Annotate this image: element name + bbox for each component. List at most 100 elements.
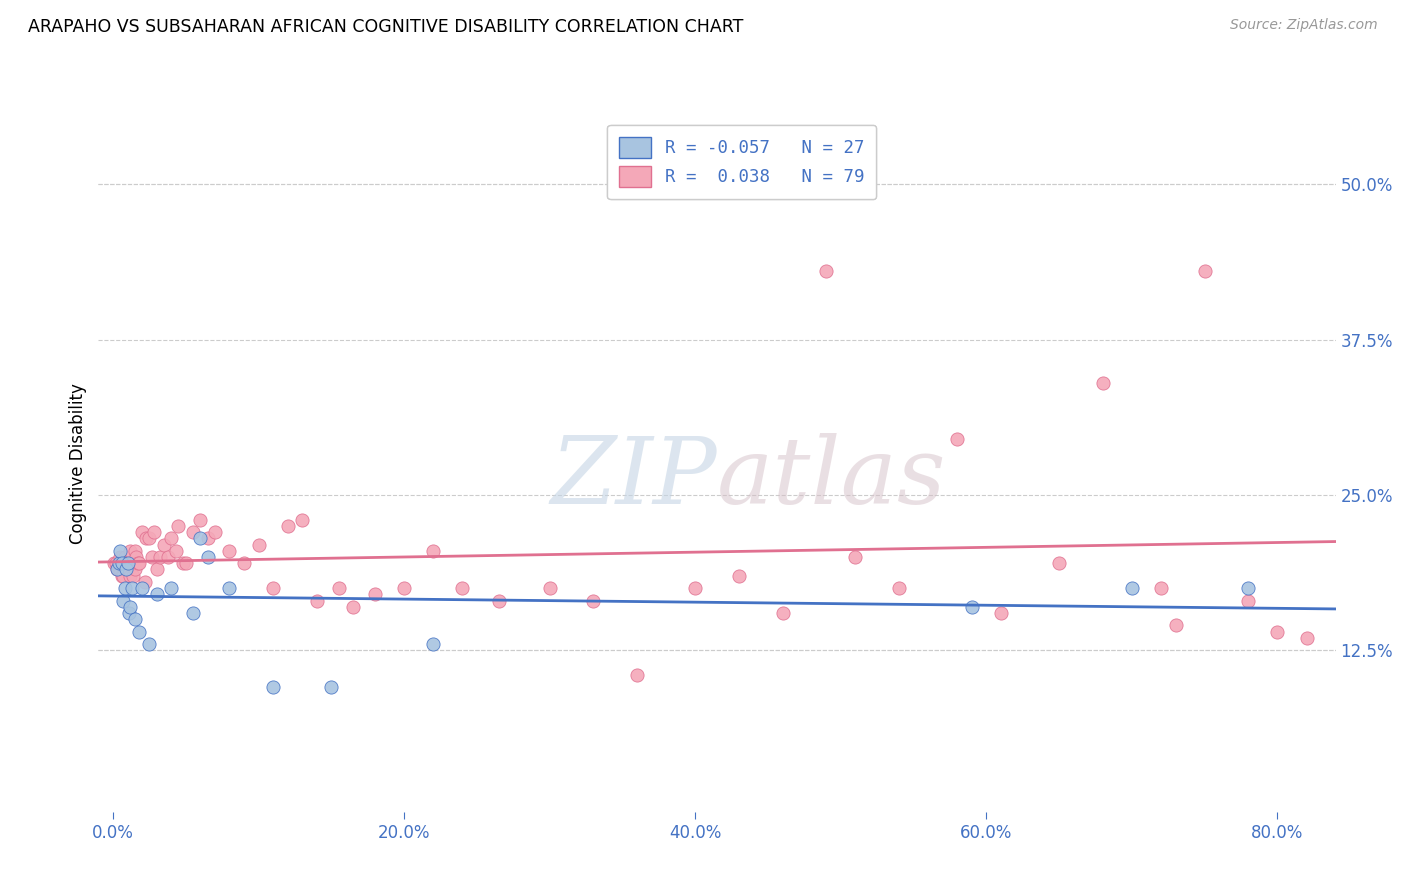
Point bbox=[134, 574, 156, 589]
Point bbox=[122, 568, 145, 582]
Point bbox=[262, 581, 284, 595]
Point bbox=[110, 562, 132, 576]
Point bbox=[1267, 624, 1289, 639]
Point bbox=[121, 556, 143, 570]
Point bbox=[197, 549, 219, 564]
Point bbox=[115, 556, 138, 570]
Point bbox=[887, 581, 910, 595]
Point bbox=[328, 581, 350, 595]
Point bbox=[111, 556, 134, 570]
Point bbox=[218, 581, 240, 595]
Point bbox=[626, 668, 648, 682]
Point bbox=[124, 562, 146, 576]
Point bbox=[538, 581, 561, 595]
Point bbox=[218, 544, 240, 558]
Point bbox=[1295, 631, 1317, 645]
Point bbox=[160, 532, 183, 546]
Point bbox=[105, 562, 128, 576]
Point bbox=[138, 532, 160, 546]
Point bbox=[110, 544, 132, 558]
Point bbox=[188, 513, 211, 527]
Point bbox=[121, 581, 143, 595]
Point bbox=[128, 624, 150, 639]
Point bbox=[121, 556, 143, 570]
Point bbox=[131, 525, 153, 540]
Point bbox=[291, 513, 314, 527]
Point bbox=[392, 581, 415, 595]
Point bbox=[305, 593, 328, 607]
Point bbox=[728, 568, 751, 582]
Point bbox=[103, 556, 125, 570]
Point bbox=[1047, 556, 1070, 570]
Point bbox=[115, 562, 138, 576]
Point bbox=[160, 581, 183, 595]
Point bbox=[422, 544, 444, 558]
Point bbox=[153, 538, 176, 552]
Point bbox=[110, 549, 132, 564]
Point bbox=[844, 549, 866, 564]
Point bbox=[120, 599, 142, 614]
Point bbox=[120, 568, 142, 582]
Point bbox=[104, 556, 127, 570]
Point bbox=[422, 637, 444, 651]
Point bbox=[125, 549, 148, 564]
Point bbox=[277, 519, 299, 533]
Point bbox=[131, 581, 153, 595]
Point bbox=[112, 556, 135, 570]
Point bbox=[107, 562, 129, 576]
Point bbox=[960, 599, 983, 614]
Point bbox=[488, 593, 510, 607]
Point bbox=[124, 544, 146, 558]
Point bbox=[1121, 581, 1143, 595]
Text: atlas: atlas bbox=[717, 433, 946, 523]
Point bbox=[118, 562, 141, 576]
Point bbox=[815, 264, 838, 278]
Point bbox=[167, 519, 190, 533]
Point bbox=[233, 556, 256, 570]
Point bbox=[114, 549, 136, 564]
Point bbox=[141, 549, 163, 564]
Point bbox=[451, 581, 474, 595]
Point bbox=[107, 556, 129, 570]
Point bbox=[1194, 264, 1216, 278]
Point bbox=[138, 637, 160, 651]
Point bbox=[1164, 618, 1187, 632]
Point bbox=[105, 562, 128, 576]
Point bbox=[582, 593, 605, 607]
Point bbox=[118, 606, 141, 620]
Point bbox=[117, 562, 139, 576]
Point bbox=[181, 606, 204, 620]
Point bbox=[127, 556, 149, 570]
Point bbox=[174, 556, 197, 570]
Point bbox=[321, 681, 343, 695]
Point bbox=[157, 549, 180, 564]
Point bbox=[1091, 376, 1114, 390]
Point bbox=[172, 556, 194, 570]
Point bbox=[142, 525, 165, 540]
Point bbox=[364, 587, 387, 601]
Point bbox=[1150, 581, 1173, 595]
Legend: R = -0.057   N = 27, R =  0.038   N = 79: R = -0.057 N = 27, R = 0.038 N = 79 bbox=[607, 125, 876, 199]
Point bbox=[114, 556, 136, 570]
Point bbox=[197, 532, 219, 546]
Text: Source: ZipAtlas.com: Source: ZipAtlas.com bbox=[1230, 18, 1378, 32]
Point bbox=[1237, 593, 1260, 607]
Point bbox=[342, 599, 364, 614]
Point bbox=[111, 556, 134, 570]
Point bbox=[165, 544, 187, 558]
Point bbox=[145, 587, 167, 601]
Point bbox=[145, 562, 167, 576]
Point bbox=[112, 568, 135, 582]
Point bbox=[111, 568, 134, 582]
Point bbox=[117, 556, 139, 570]
Point bbox=[115, 556, 138, 570]
Point bbox=[120, 544, 142, 558]
Text: ZIP: ZIP bbox=[550, 433, 717, 523]
Point bbox=[135, 532, 157, 546]
Point bbox=[262, 681, 284, 695]
Point bbox=[117, 556, 139, 570]
Point bbox=[1237, 581, 1260, 595]
Point bbox=[188, 532, 211, 546]
Point bbox=[128, 556, 150, 570]
Point bbox=[772, 606, 794, 620]
